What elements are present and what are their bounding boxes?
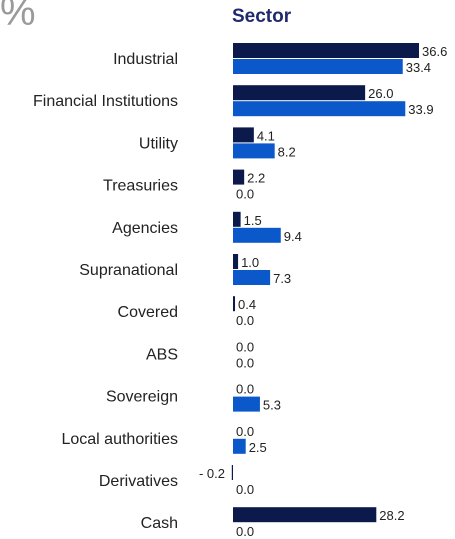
category-label: Derivatives xyxy=(99,473,178,490)
data-label: 0.0 xyxy=(236,482,254,497)
data-label: 0.0 xyxy=(236,187,254,202)
data-label: 0.0 xyxy=(236,313,254,328)
bar-series-2 xyxy=(233,227,281,243)
category-label: Supranational xyxy=(79,262,178,279)
category-label: Treasuries xyxy=(103,178,178,195)
category-label: Utility xyxy=(139,135,178,152)
data-label: - 0.2 xyxy=(199,466,225,481)
category-label: Agencies xyxy=(112,220,178,237)
bar-series-1 xyxy=(233,211,241,227)
bar-series-1 xyxy=(233,43,419,58)
unit-label: % xyxy=(0,0,36,34)
data-label: 0.0 xyxy=(236,424,254,439)
category-label: Sovereign xyxy=(106,389,178,406)
bar-series-2 xyxy=(233,270,271,285)
bar-series-1 xyxy=(233,254,239,269)
category-label: Financial Institutions xyxy=(33,93,178,110)
data-label: 8.2 xyxy=(278,144,296,159)
data-label: 33.4 xyxy=(406,60,431,75)
data-label: 33.9 xyxy=(408,102,433,117)
category-label: Cash xyxy=(141,515,178,532)
data-label: 2.5 xyxy=(249,440,267,455)
category-label: Local authorities xyxy=(61,431,178,448)
chart-title: Sector xyxy=(232,6,292,27)
bar-series-1 xyxy=(233,296,236,312)
data-label: 5.3 xyxy=(263,398,281,413)
bar-series-1 xyxy=(233,127,254,143)
bar-series-1 xyxy=(233,507,377,523)
data-label: 0.0 xyxy=(236,524,254,539)
bar-series-2 xyxy=(233,396,260,412)
data-label: 28.2 xyxy=(379,508,404,523)
data-label: 1.0 xyxy=(241,255,259,270)
data-label: 4.1 xyxy=(257,128,275,143)
data-label: 0.0 xyxy=(236,355,254,370)
data-label: 9.4 xyxy=(284,229,302,244)
bar-series-1 xyxy=(233,169,245,185)
data-label: 26.0 xyxy=(368,86,393,101)
data-label: 2.2 xyxy=(247,171,265,186)
bar-series-1 xyxy=(231,465,233,480)
bar-series-2 xyxy=(233,143,275,159)
category-label: ABS xyxy=(146,346,178,363)
data-label: 0.0 xyxy=(236,339,254,354)
data-label: 7.3 xyxy=(273,271,291,286)
data-label: 0.0 xyxy=(236,382,254,397)
bar-series-2 xyxy=(233,59,403,74)
data-label: 36.6 xyxy=(422,44,447,59)
category-label: Industrial xyxy=(113,51,178,68)
bar-series-2 xyxy=(233,438,246,454)
bar-series-1 xyxy=(233,85,366,101)
bar-series-2 xyxy=(233,101,406,117)
data-label: 0.4 xyxy=(238,297,256,312)
category-label: Covered xyxy=(118,304,178,321)
data-label: 1.5 xyxy=(244,213,262,228)
